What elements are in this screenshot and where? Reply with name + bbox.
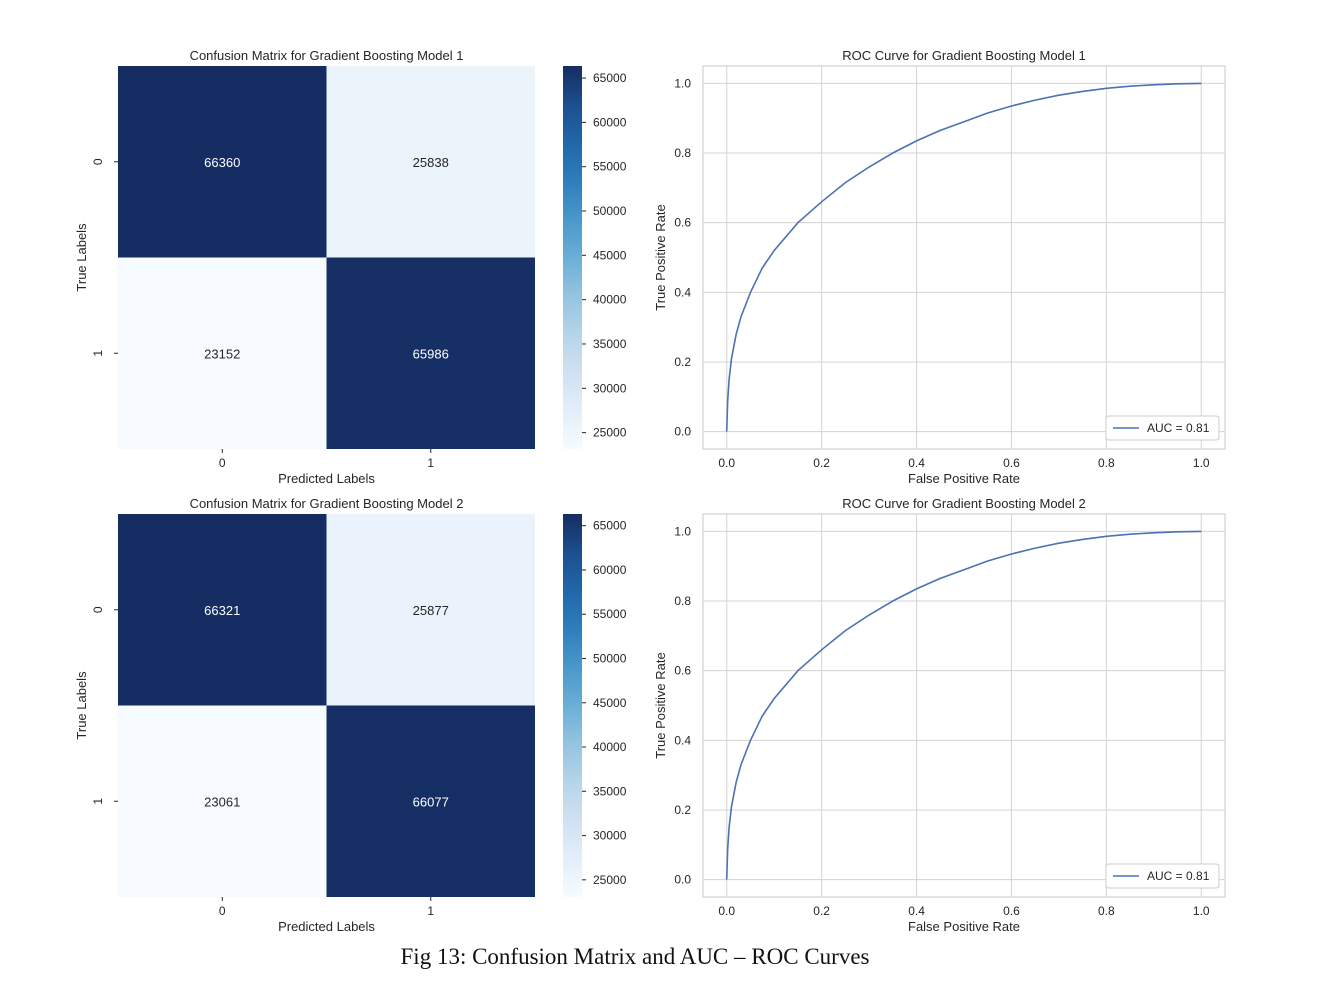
x-tick-label: 0.4 (908, 456, 925, 470)
colorbar-tick-label: 55000 (593, 607, 627, 621)
heatmap-cell-value: 66360 (204, 155, 240, 170)
y-tick-label: 0.2 (674, 355, 691, 369)
heatmap-cell-value: 23152 (204, 346, 240, 361)
y-tick-label: 0.0 (674, 873, 691, 887)
colorbar-tick-label: 60000 (593, 115, 627, 129)
y-tick-label: 1 (91, 798, 105, 805)
heatmap-cell (118, 705, 327, 897)
heatmap-cell (118, 514, 327, 706)
y-tick-label: 1 (91, 350, 105, 357)
y-tick-label: 0.4 (674, 733, 691, 747)
x-axis-label: Predicted Labels (278, 919, 375, 934)
colorbar-tick-label: 60000 (593, 563, 627, 577)
y-tick-label: 0.0 (674, 425, 691, 439)
y-axis-label: True Positive Rate (653, 204, 668, 310)
colorbar-tick-label: 30000 (593, 381, 627, 395)
y-tick-label: 1.0 (674, 524, 691, 538)
colorbar (563, 66, 582, 449)
roc-chart-1: ROC Curve for Gradient Boosting Model 1 0… (653, 48, 1226, 486)
heatmap-cell (118, 66, 327, 258)
x-tick-label: 0.8 (1098, 456, 1115, 470)
colorbar-tick-label: 45000 (593, 248, 627, 262)
x-tick-label: 1.0 (1193, 456, 1210, 470)
heatmap-title: Confusion Matrix for Gradient Boosting M… (190, 496, 464, 511)
colorbar (563, 514, 582, 897)
colorbar-tick-label: 40000 (593, 740, 627, 754)
confusion-matrix-2: Confusion Matrix for Gradient Boosting M… (74, 496, 627, 934)
x-tick-label: 1 (427, 456, 434, 470)
colorbar-tick-label: 35000 (593, 784, 627, 798)
y-tick-label: 0 (91, 158, 105, 165)
heatmap-cell (326, 257, 535, 449)
legend (1105, 415, 1220, 441)
colorbar-tick-label: 65000 (593, 71, 627, 85)
colorbar-tick-label: 55000 (593, 160, 627, 174)
legend-label: AUC = 0.81 (1147, 869, 1210, 883)
heatmap-cell-value: 66321 (204, 603, 240, 618)
colorbar-tick-label: 45000 (593, 696, 627, 710)
heatmap-cell-value: 25838 (413, 155, 449, 170)
heatmap-cell (326, 66, 535, 258)
y-tick-label: 0.6 (674, 664, 691, 678)
confusion-matrix-1: Confusion Matrix for Gradient Boosting M… (74, 48, 627, 486)
plot-frame (702, 65, 1226, 450)
roc-chart-2: ROC Curve for Gradient Boosting Model 2 0… (653, 496, 1226, 934)
x-tick-label: 0.0 (718, 456, 735, 470)
x-tick-label: 0 (219, 904, 226, 918)
heatmap-cell (326, 514, 535, 706)
x-tick-label: 1 (427, 904, 434, 918)
legend-label: AUC = 0.81 (1147, 421, 1210, 435)
x-tick-label: 1.0 (1193, 904, 1210, 918)
x-tick-label: 0.6 (1003, 904, 1020, 918)
plot-area (703, 514, 1225, 897)
legend (1105, 863, 1220, 889)
heatmap-title: Confusion Matrix for Gradient Boosting M… (190, 48, 464, 63)
heatmap-cell-value: 23061 (204, 794, 240, 809)
x-axis-label: False Positive Rate (908, 471, 1020, 486)
colorbar-tick-label: 40000 (593, 293, 627, 307)
y-tick-label: 0.8 (674, 594, 691, 608)
y-axis-label: True Labels (74, 223, 89, 292)
y-tick-label: 0.6 (674, 216, 691, 230)
x-tick-label: 0.8 (1098, 904, 1115, 918)
plot-frame (702, 513, 1226, 898)
colorbar-tick-label: 30000 (593, 829, 627, 843)
heatmap-cell-value: 25877 (413, 603, 449, 618)
figure-caption: Fig 13: Confusion Matrix and AUC – ROC C… (400, 944, 870, 969)
x-tick-label: 0.4 (908, 904, 925, 918)
heatmap-cell (326, 705, 535, 897)
y-tick-label: 0.2 (674, 803, 691, 817)
roc-curve-line (725, 82, 1202, 432)
x-tick-label: 0.2 (813, 456, 830, 470)
y-tick-label: 0.4 (674, 285, 691, 299)
x-tick-label: 0.0 (718, 904, 735, 918)
x-tick-label: 0.2 (813, 904, 830, 918)
y-tick-label: 0.8 (674, 146, 691, 160)
x-axis-label: False Positive Rate (908, 919, 1020, 934)
heatmap-cell (118, 257, 327, 449)
x-tick-label: 0.6 (1003, 456, 1020, 470)
roc-title: ROC Curve for Gradient Boosting Model 1 (842, 48, 1086, 63)
colorbar-tick-label: 25000 (593, 873, 627, 887)
heatmap-cell-value: 65986 (413, 346, 449, 361)
y-axis-label: True Positive Rate (653, 652, 668, 758)
y-tick-label: 1.0 (674, 76, 691, 90)
y-tick-label: 0 (91, 606, 105, 613)
heatmap-cell-value: 66077 (413, 794, 449, 809)
roc-title: ROC Curve for Gradient Boosting Model 2 (842, 496, 1086, 511)
plot-area (703, 66, 1225, 449)
colorbar-tick-label: 50000 (593, 651, 627, 665)
roc-curve-line (725, 530, 1202, 880)
y-axis-label: True Labels (74, 671, 89, 740)
x-axis-label: Predicted Labels (278, 471, 375, 486)
colorbar-tick-label: 65000 (593, 519, 627, 533)
colorbar-tick-label: 50000 (593, 204, 627, 218)
x-tick-label: 0 (219, 456, 226, 470)
colorbar-tick-label: 35000 (593, 337, 627, 351)
colorbar-tick-label: 25000 (593, 426, 627, 440)
